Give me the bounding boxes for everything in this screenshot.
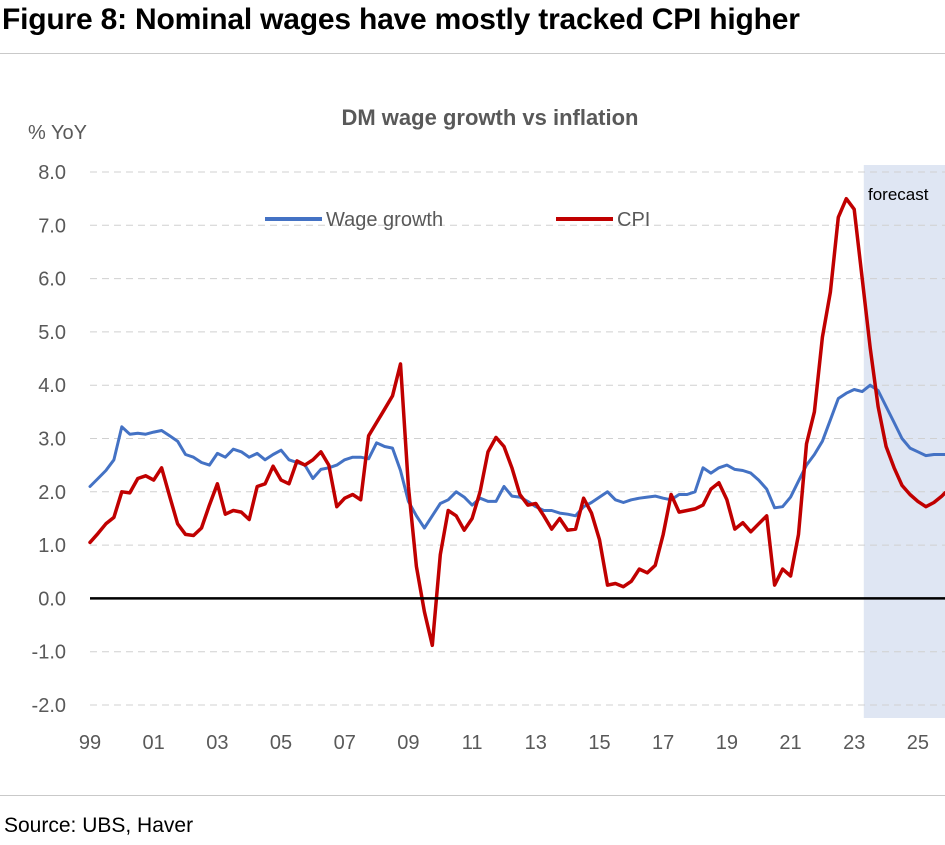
y-tick-label: 0.0 [38, 588, 66, 610]
source-note: Source: UBS, Haver [4, 814, 194, 837]
x-tick-label: 01 [143, 732, 165, 754]
chart-title: DM wage growth vs inflation [341, 105, 638, 130]
x-tick-label: 17 [652, 732, 674, 754]
x-tick-label: 21 [779, 732, 801, 754]
y-tick-label: 8.0 [38, 162, 66, 184]
x-tick-label: 09 [397, 732, 419, 754]
x-tick-label: 11 [462, 732, 483, 754]
axes: 8.0 7.0 6.0 5.0 4.0 3.0 2.0 1.0 0.0 -1.0 -2.0 99 01 0… [32, 162, 945, 754]
series-lines [88, 196, 945, 648]
x-tick-label: 99 [79, 732, 101, 754]
forecast-label: forecast [868, 185, 929, 204]
x-tick-label: 15 [588, 732, 610, 754]
y-tick-label: 5.0 [38, 322, 66, 344]
legend-label: CPI [617, 209, 650, 231]
top-divider [0, 53, 945, 54]
x-tick-label: 07 [334, 732, 356, 754]
y-tick-label: -2.0 [32, 695, 66, 717]
y-tick-label: 3.0 [38, 429, 66, 451]
x-tick-label: 05 [270, 732, 292, 754]
y-tick-label: 1.0 [38, 535, 66, 557]
x-tick-label: 03 [206, 732, 228, 754]
x-tick-label: 19 [716, 732, 738, 754]
legend: Wage growth CPI [265, 209, 650, 231]
x-tick-label: 23 [843, 732, 865, 754]
y-tick-label: 6.0 [38, 269, 66, 291]
figure-title: Figure 8: Nominal wages have mostly trac… [2, 3, 800, 36]
bottom-divider [0, 795, 945, 796]
y-tick-label: -1.0 [32, 642, 66, 664]
x-tick-label: 13 [525, 732, 547, 754]
legend-label: Wage growth [326, 209, 443, 231]
series-line-cpi [88, 196, 945, 648]
x-tick-label: 25 [907, 732, 929, 754]
y-axis-label: % YoY [28, 122, 87, 144]
series-line-wage-growth [88, 383, 945, 530]
grid-lines [90, 171, 945, 706]
y-tick-label: 2.0 [38, 482, 66, 504]
y-tick-label: 7.0 [38, 215, 66, 237]
y-tick-label: 4.0 [38, 375, 66, 397]
